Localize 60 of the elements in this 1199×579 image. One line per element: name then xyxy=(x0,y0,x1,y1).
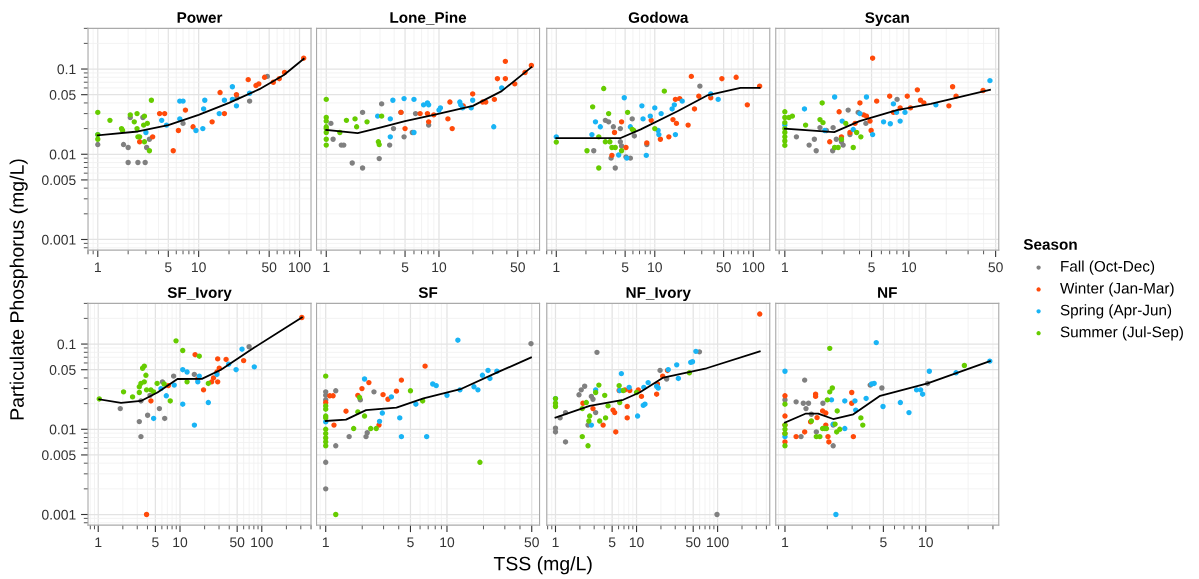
legend-label: Spring (Apr-Jun) xyxy=(1060,304,1172,319)
x-tick-label: 1 xyxy=(94,262,101,272)
y-axis-title: Particulate Phosphorus (mg/L) xyxy=(9,159,28,420)
x-tick-label: 5 xyxy=(608,537,616,548)
x-tick-label: 50 xyxy=(230,537,245,548)
x-tick-label: 10 xyxy=(648,262,662,273)
x-tick-label: 100 xyxy=(251,537,273,548)
y-tick-label: 0.001 xyxy=(41,509,76,520)
chart-title: NF_Ivory xyxy=(626,287,691,302)
x-tick-label: 1 xyxy=(782,537,789,548)
x-tick-label: 50 xyxy=(988,262,1003,273)
x-tick-label: 100 xyxy=(289,262,311,273)
x-tick-label: 10 xyxy=(440,537,455,548)
x-tick-label: 5 xyxy=(621,262,629,273)
y-tick-label: 0.01 xyxy=(49,149,76,160)
chart-title: Lone_Pine xyxy=(390,11,467,25)
x-axis-title: TSS (mg/L) xyxy=(493,556,592,575)
x-tick-label: 50 xyxy=(716,262,731,273)
chart-title: NF xyxy=(878,287,897,298)
y-tick-label: 0.005 xyxy=(41,175,76,186)
y-tick-label: 0.005 xyxy=(41,450,76,461)
x-tick-label: 5 xyxy=(868,262,875,273)
chart-title: Sycan xyxy=(865,12,909,26)
x-tick-label: 5 xyxy=(401,262,409,273)
chart-title: SF_Ivory xyxy=(167,287,232,302)
x-tick-label: 5 xyxy=(164,262,172,273)
y-tick-label: 0.05 xyxy=(49,90,76,100)
x-tick-label: 1 xyxy=(782,262,789,272)
y-tick-label: 0.1 xyxy=(57,339,76,350)
x-tick-label: 1 xyxy=(322,537,329,548)
y-tick-label: 0.05 xyxy=(49,365,76,375)
x-tick-label: 1 xyxy=(323,262,330,272)
y-tick-label: 0.001 xyxy=(41,234,76,245)
chart-title: Godowa xyxy=(628,11,689,23)
x-tick-label: 100 xyxy=(707,537,729,548)
x-tick-label: 1 xyxy=(552,537,559,548)
chart-title: SF xyxy=(418,287,438,298)
x-tick-label: 50 xyxy=(686,537,701,548)
x-tick-label: 5 xyxy=(152,537,159,548)
chart-title: Power xyxy=(177,12,223,23)
x-tick-label: 10 xyxy=(191,262,206,273)
x-tick-label: 50 xyxy=(510,262,525,273)
x-tick-label: 5 xyxy=(880,537,887,548)
legend-label: Summer (Jul-Sep) xyxy=(1060,326,1183,341)
y-tick-label: 0.1 xyxy=(57,64,76,75)
legend-title: Season xyxy=(1023,239,1077,250)
legend-label: Fall (Oct-Dec) xyxy=(1061,260,1155,275)
legend-label: Winter (Jan-Mar) xyxy=(1060,282,1174,297)
x-tick-label: 10 xyxy=(629,537,644,548)
x-tick-label: 50 xyxy=(261,262,277,273)
x-tick-label: 10 xyxy=(902,262,917,273)
x-tick-label: 5 xyxy=(407,537,414,548)
x-tick-label: 100 xyxy=(742,262,765,273)
x-tick-label: 10 xyxy=(432,262,447,273)
x-tick-label: 50 xyxy=(524,537,539,548)
x-tick-label: 1 xyxy=(95,537,102,548)
x-tick-label: 10 xyxy=(919,537,933,548)
x-tick-label: 1 xyxy=(553,262,560,272)
x-tick-label: 10 xyxy=(173,537,188,548)
y-tick-label: 0.01 xyxy=(49,424,76,435)
